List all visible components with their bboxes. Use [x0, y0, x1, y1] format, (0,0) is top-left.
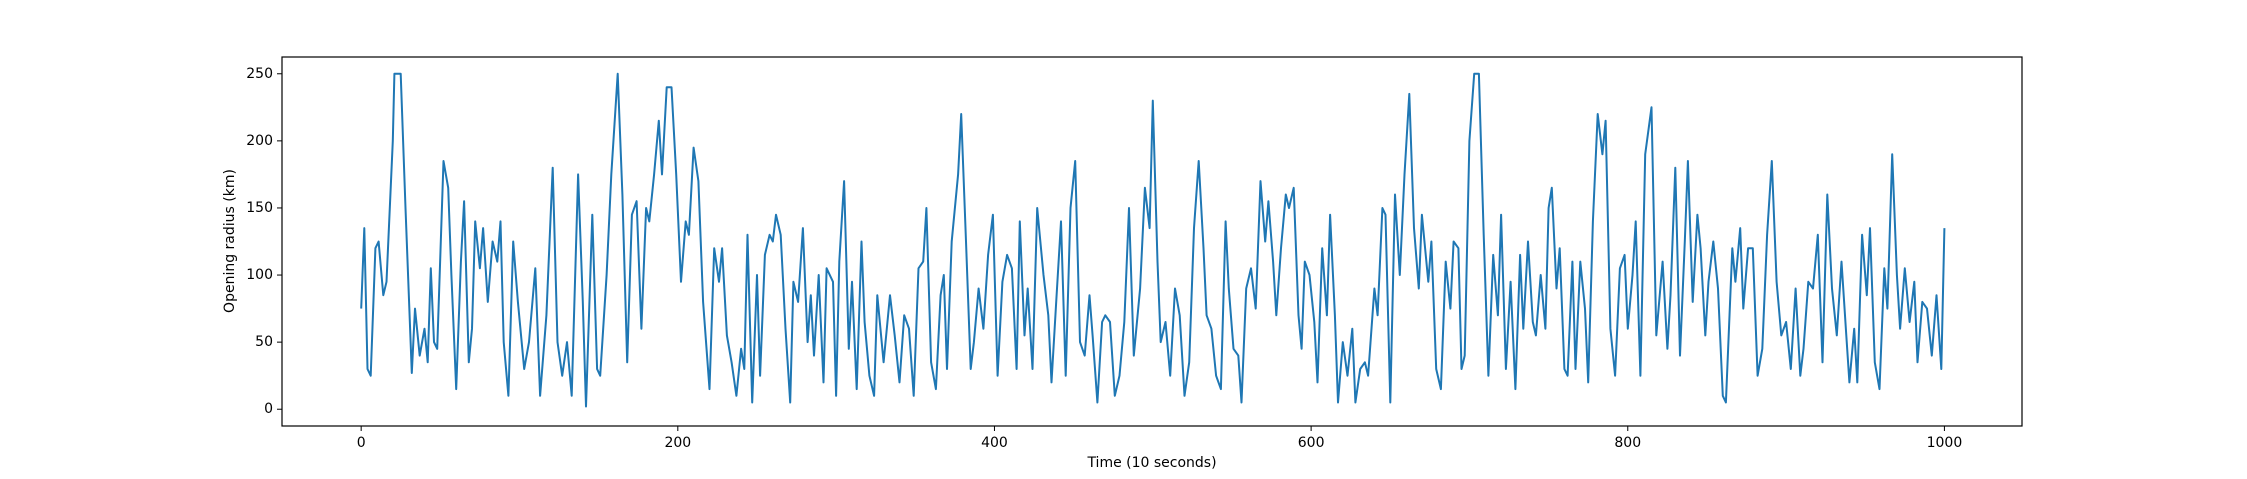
- x-tick-label: 200: [664, 435, 691, 451]
- x-tick-label: 400: [981, 435, 1008, 451]
- axes-frame: [281, 56, 2023, 427]
- y-tick-label: 200: [246, 133, 273, 149]
- x-axis-label: Time (10 seconds): [1086, 455, 1216, 471]
- y-axis-label: Opening radius (km): [222, 169, 238, 313]
- y-tick-label: 100: [246, 267, 273, 283]
- y-tick-label: 150: [246, 200, 273, 216]
- data-line: [360, 72, 1946, 408]
- x-tick-label: 800: [1614, 435, 1641, 451]
- x-tick-label: 0: [357, 435, 366, 451]
- y-tick-label: 50: [255, 334, 273, 350]
- y-tick-label: 0: [264, 401, 273, 417]
- y-tick-label: 250: [246, 66, 273, 82]
- x-tick-label: 600: [1298, 435, 1325, 451]
- x-tick-label: 1000: [1927, 435, 1963, 451]
